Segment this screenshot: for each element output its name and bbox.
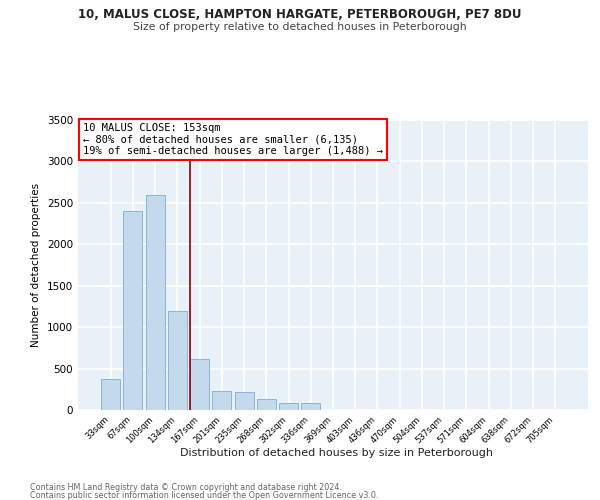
Text: Contains HM Land Registry data © Crown copyright and database right 2024.: Contains HM Land Registry data © Crown c… <box>30 482 342 492</box>
Bar <box>235 392 254 410</box>
Text: Contains public sector information licensed under the Open Government Licence v3: Contains public sector information licen… <box>30 491 379 500</box>
Bar <box>124 211 142 410</box>
Text: Size of property relative to detached houses in Peterborough: Size of property relative to detached ho… <box>133 22 467 32</box>
Bar <box>301 404 320 410</box>
Bar <box>279 402 298 410</box>
Text: 10 MALUS CLOSE: 153sqm
← 80% of detached houses are smaller (6,135)
19% of semi-: 10 MALUS CLOSE: 153sqm ← 80% of detached… <box>83 123 383 156</box>
Bar <box>212 391 231 410</box>
Bar <box>168 310 187 410</box>
Bar <box>190 358 209 410</box>
Y-axis label: Number of detached properties: Number of detached properties <box>31 183 41 347</box>
Text: 10, MALUS CLOSE, HAMPTON HARGATE, PETERBOROUGH, PE7 8DU: 10, MALUS CLOSE, HAMPTON HARGATE, PETERB… <box>78 8 522 20</box>
Text: Distribution of detached houses by size in Peterborough: Distribution of detached houses by size … <box>179 448 493 458</box>
Bar <box>101 378 120 410</box>
Bar <box>257 399 276 410</box>
Bar <box>146 194 164 410</box>
